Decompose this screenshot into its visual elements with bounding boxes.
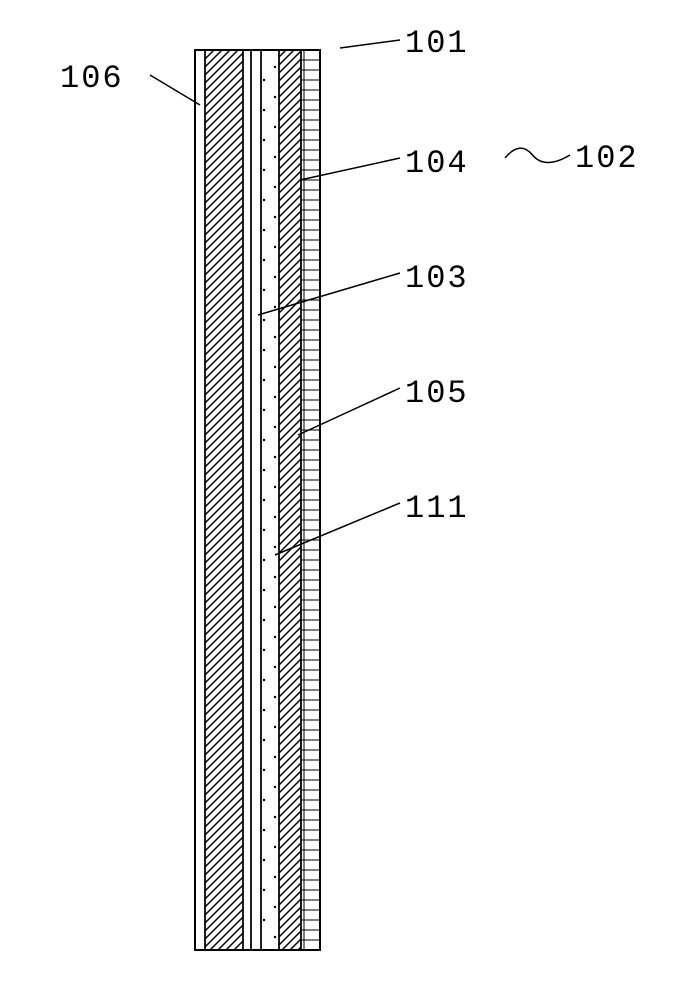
label-103: 103 [405,260,469,297]
layer-separator1 [243,50,251,950]
label-105: 105 [405,375,469,412]
leader-line-106 [150,75,200,105]
wavy-line-102 [505,148,570,162]
label-111: 111 [405,490,469,527]
layer-111 [261,50,279,950]
label-106: 106 [60,60,124,97]
layer-103 [251,50,261,950]
label-102: 102 [575,140,639,177]
layer-105 [205,50,243,950]
layer-104 [279,50,301,950]
layer-101 [301,50,320,950]
leader-line-101 [340,40,400,48]
label-104: 104 [405,145,469,182]
label-101: 101 [405,25,469,62]
layer-106 [195,50,205,950]
